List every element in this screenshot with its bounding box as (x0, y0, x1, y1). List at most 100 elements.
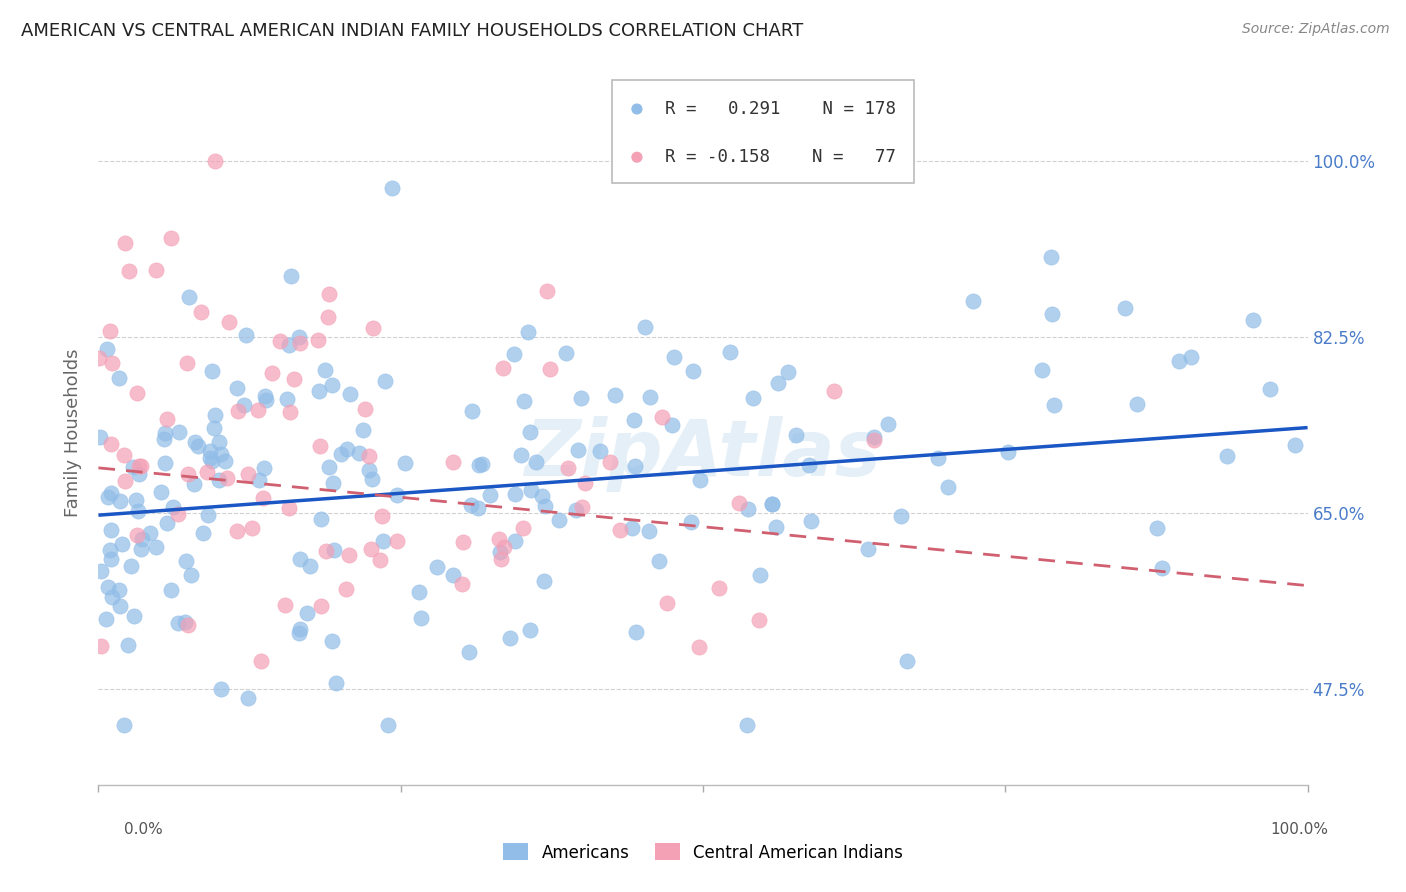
Point (510, 448, 533, 462)
Point (98, 542, 121, 557)
Point (254, 393, 277, 408)
Text: Source: ZipAtlas.com: Source: ZipAtlas.com (1241, 22, 1389, 37)
Point (962, 294, 984, 309)
Point (624, 458, 647, 473)
Point (187, 439, 209, 453)
Point (461, 404, 484, 418)
Point (180, 568, 202, 582)
Point (761, 497, 783, 511)
Point (460, 498, 482, 512)
Text: R =   0.291    N = 178: R = 0.291 N = 178 (665, 100, 896, 118)
Point (565, 503, 588, 517)
Point (468, 458, 491, 472)
Point (748, 613, 770, 627)
Point (823, 384, 845, 399)
Point (728, 496, 751, 510)
Text: 100.0%: 100.0% (1271, 822, 1329, 838)
Point (567, 443, 589, 458)
Point (599, 455, 621, 469)
Point (309, 512, 332, 526)
Point (214, 454, 236, 468)
Point (512, 521, 534, 535)
Point (737, 502, 759, 516)
Point (451, 535, 474, 549)
Point (316, 310, 339, 324)
Point (198, 443, 221, 458)
Point (370, 553, 392, 567)
Point (519, 425, 541, 439)
Point (108, 582, 131, 597)
Point (276, 392, 298, 407)
Point (329, 447, 352, 461)
Point (1258, 382, 1281, 396)
Point (208, 473, 231, 487)
Point (153, 432, 176, 446)
Point (226, 381, 249, 395)
Point (766, 376, 789, 390)
Point (197, 508, 219, 523)
Point (325, 675, 347, 690)
Point (246, 402, 269, 417)
Point (309, 599, 332, 614)
Point (153, 425, 176, 440)
Point (321, 377, 343, 392)
Point (167, 425, 190, 439)
Point (190, 305, 212, 319)
Point (183, 476, 205, 491)
Point (503, 533, 526, 548)
Point (349, 446, 371, 460)
Point (589, 443, 612, 458)
Text: R = -0.158    N =   77: R = -0.158 N = 77 (665, 148, 896, 166)
Point (426, 560, 449, 574)
Point (457, 645, 479, 659)
Point (162, 500, 184, 515)
Point (688, 640, 710, 655)
Point (1031, 363, 1053, 377)
Point (735, 717, 758, 731)
Point (254, 389, 277, 403)
Point (128, 459, 150, 474)
Point (250, 654, 273, 668)
Point (354, 402, 377, 417)
Point (1040, 250, 1063, 264)
Point (571, 500, 593, 514)
Point (218, 314, 240, 328)
Point (620, 521, 643, 535)
Point (131, 542, 153, 557)
Point (377, 717, 399, 731)
Point (280, 269, 302, 284)
Point (371, 534, 394, 549)
Point (489, 545, 512, 559)
Point (890, 508, 912, 523)
Point (335, 582, 357, 597)
Point (626, 625, 648, 640)
Point (209, 447, 232, 461)
Point (381, 181, 404, 195)
Point (191, 526, 214, 541)
Point (252, 460, 274, 475)
Point (236, 691, 259, 706)
Point (322, 543, 344, 558)
Point (856, 542, 879, 557)
Point (603, 388, 626, 402)
Point (997, 444, 1019, 458)
Point (96, 342, 118, 356)
Point (101, 590, 124, 604)
Point (174, 554, 197, 568)
Text: 0.0%: 0.0% (124, 822, 163, 838)
Point (536, 285, 558, 299)
Point (287, 625, 309, 640)
Point (385, 488, 408, 502)
Point (128, 467, 150, 482)
Point (308, 384, 330, 398)
Point (121, 459, 143, 474)
Point (290, 336, 312, 351)
Point (100, 523, 122, 537)
Point (201, 453, 224, 467)
Point (100, 552, 122, 566)
Point (778, 365, 800, 379)
Point (799, 514, 821, 528)
Point (896, 654, 918, 668)
Point (682, 364, 704, 378)
Point (557, 461, 579, 475)
